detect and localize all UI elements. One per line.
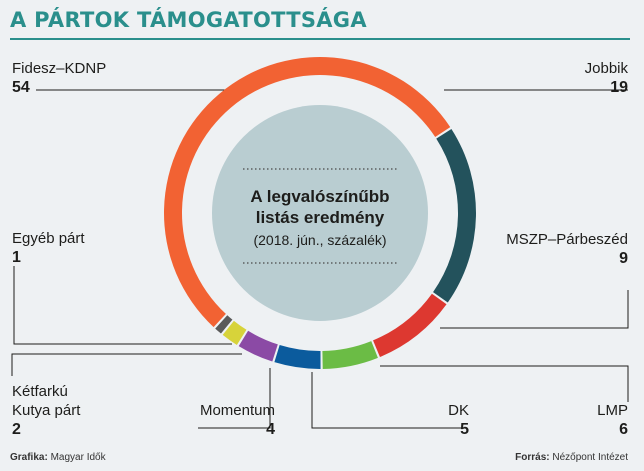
credit-label: Grafika: xyxy=(10,452,48,463)
label-dk-name: DK xyxy=(448,402,469,419)
center-line-1: A legvalószínűbb xyxy=(250,187,389,206)
center-line-3: (2018. jún., százalék) xyxy=(253,232,386,248)
footer-credit: Grafika: Magyar Idők xyxy=(10,452,106,463)
leader-dk xyxy=(311,372,462,429)
label-mszp-value: 9 xyxy=(619,250,628,267)
label-jobbik-name: Jobbik xyxy=(584,60,628,77)
leader-egyeb xyxy=(13,266,232,345)
label-lmp-value: 6 xyxy=(619,421,628,438)
credit-value: Magyar Idők xyxy=(50,452,106,463)
slice-momentum xyxy=(238,330,278,362)
slice-dk xyxy=(274,344,321,370)
slice-jobbik xyxy=(433,128,476,303)
slice-mszp xyxy=(373,293,447,358)
source-label: Forrás: xyxy=(515,452,550,463)
center-line-2: listás eredmény xyxy=(256,208,385,227)
label-lmp-name: LMP xyxy=(597,402,628,419)
label-jobbik-value: 19 xyxy=(610,79,628,96)
label-egyeb-name: Egyéb párt xyxy=(12,230,85,247)
donut-ring xyxy=(163,56,476,370)
label-fidesz-value: 54 xyxy=(12,79,30,96)
label-mkkp-name-2: Kutya párt xyxy=(12,402,81,419)
label-momentum-name: Momentum xyxy=(199,402,275,419)
leader-mkkp xyxy=(11,353,242,376)
leader-momentum xyxy=(198,368,271,429)
chart-title: A PÁRTOK TÁMOGATOTTSÁGA xyxy=(10,8,367,32)
slice-mkkp xyxy=(222,320,247,346)
slice-lmp xyxy=(322,341,378,369)
label-dk-value: 5 xyxy=(460,421,469,438)
label-mkkp-name-1: Kétfarkú xyxy=(12,383,68,400)
leader-mszp xyxy=(440,290,629,329)
leader-lmp xyxy=(380,365,629,402)
label-mkkp-value: 2 xyxy=(12,421,21,438)
source-value: Nézőpont Intézet xyxy=(552,452,628,463)
footer-source: Forrás: Nézőpont Intézet xyxy=(515,452,628,463)
slice-fidesz xyxy=(163,56,451,328)
label-momentum-value: 4 xyxy=(266,421,275,438)
label-fidesz-name: Fidesz–KDNP xyxy=(12,60,107,77)
label-mszp-name: MSZP–Párbeszéd xyxy=(506,231,628,248)
title-rule xyxy=(10,38,630,40)
leader-lines xyxy=(11,89,629,429)
center-disc xyxy=(212,105,428,321)
slice-egyeb xyxy=(215,315,233,334)
label-egyeb-value: 1 xyxy=(12,249,21,266)
